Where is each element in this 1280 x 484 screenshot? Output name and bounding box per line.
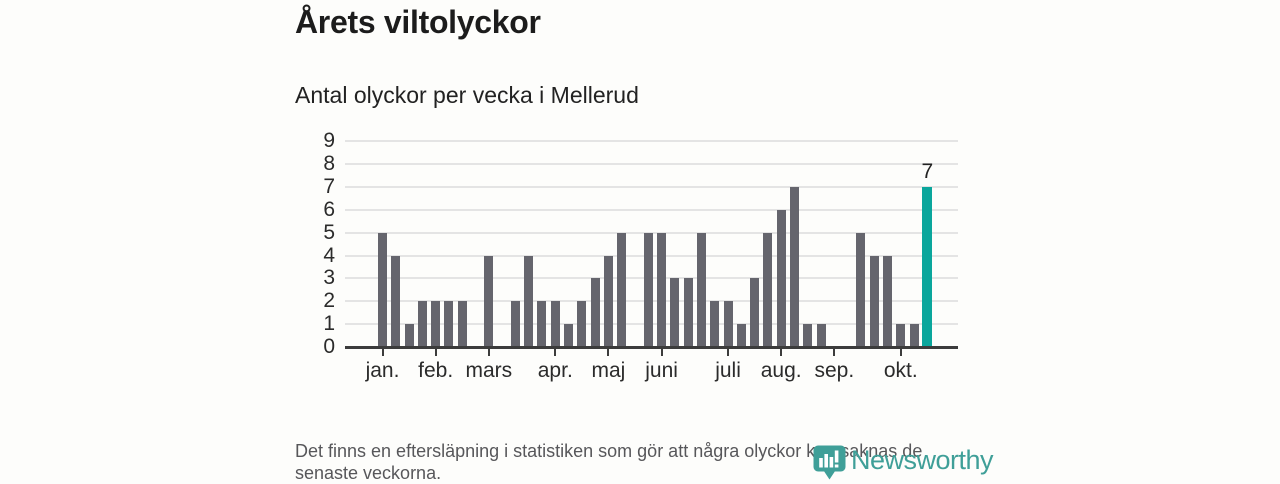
x-tick-label: sep. bbox=[814, 359, 855, 382]
bar bbox=[431, 301, 441, 347]
x-tick-mark bbox=[487, 348, 490, 356]
x-tick-mark bbox=[554, 348, 557, 356]
x-tick-label: maj bbox=[591, 359, 626, 382]
x-tick-label: feb. bbox=[418, 359, 454, 382]
y-tick-label: 4 bbox=[323, 243, 335, 267]
y-tick-label: 6 bbox=[323, 197, 335, 221]
y-tick-label: 0 bbox=[323, 335, 335, 358]
chart-subtitle: Antal olyckor per vecka i Mellerud bbox=[295, 82, 639, 108]
bar-highlighted bbox=[922, 187, 933, 347]
bar bbox=[696, 232, 706, 347]
x-tick-mark bbox=[660, 348, 663, 356]
x-tick-label: okt. bbox=[883, 359, 918, 382]
x-tick-label: aug. bbox=[760, 359, 802, 382]
bar bbox=[457, 301, 467, 347]
bar bbox=[617, 232, 627, 347]
bar bbox=[524, 255, 534, 347]
gridline bbox=[345, 186, 958, 189]
y-tick-label: 7 bbox=[323, 175, 335, 199]
bar bbox=[710, 301, 720, 347]
bar bbox=[444, 301, 454, 347]
bar bbox=[896, 324, 906, 347]
y-tick-label: 3 bbox=[323, 266, 335, 290]
x-tick-mark bbox=[381, 348, 384, 356]
bar bbox=[763, 232, 773, 347]
bar bbox=[789, 187, 799, 347]
bar bbox=[391, 255, 401, 347]
x-tick-mark bbox=[833, 348, 836, 356]
y-tick-label: 1 bbox=[323, 312, 335, 336]
y-tick-label: 2 bbox=[323, 289, 335, 313]
bar bbox=[404, 324, 414, 347]
gridline bbox=[345, 163, 958, 166]
newsworthy-logo: Newsworthy bbox=[813, 444, 994, 480]
bar bbox=[723, 301, 733, 347]
chart-title: Årets viltolyckor bbox=[295, 4, 541, 40]
bar bbox=[378, 232, 387, 347]
x-tick-mark bbox=[607, 348, 610, 356]
gridline bbox=[345, 208, 958, 211]
bar bbox=[564, 324, 574, 347]
x-tick-label: mars bbox=[465, 359, 513, 382]
x-tick-mark bbox=[727, 348, 730, 356]
x-tick-mark bbox=[434, 348, 437, 356]
bar bbox=[643, 232, 653, 347]
highlight-value-label: 7 bbox=[921, 160, 934, 184]
x-tick-mark bbox=[780, 348, 783, 356]
bar bbox=[683, 278, 693, 347]
newsworthy-pin-chart-icon bbox=[813, 445, 846, 479]
bar bbox=[776, 209, 786, 347]
bar bbox=[736, 324, 746, 347]
newsworthy-logo-text: Newsworthy bbox=[851, 445, 994, 475]
bar bbox=[869, 255, 879, 347]
gridline bbox=[345, 140, 958, 143]
y-tick-label: 5 bbox=[323, 220, 335, 244]
bar bbox=[577, 301, 587, 347]
bar bbox=[484, 255, 494, 347]
bar bbox=[856, 232, 866, 347]
x-axis-line bbox=[345, 345, 958, 349]
bar bbox=[750, 278, 760, 347]
bar bbox=[909, 324, 919, 347]
bar bbox=[803, 324, 813, 347]
bar bbox=[670, 278, 680, 347]
bar bbox=[510, 301, 520, 347]
bar bbox=[816, 324, 826, 347]
bar bbox=[550, 301, 560, 347]
x-tick-label: apr. bbox=[537, 359, 573, 382]
y-tick-label: 9 bbox=[323, 129, 335, 153]
bar bbox=[417, 301, 427, 347]
x-tick-mark bbox=[899, 348, 902, 356]
bar bbox=[883, 255, 893, 347]
bar bbox=[657, 232, 667, 347]
bar bbox=[537, 301, 547, 347]
footnote: Det finns en eftersläpning i statistiken… bbox=[295, 441, 923, 483]
bar bbox=[603, 255, 613, 347]
y-tick-label: 8 bbox=[323, 152, 335, 176]
x-tick-label: jan. bbox=[365, 359, 400, 382]
x-tick-label: juli bbox=[715, 359, 741, 382]
bar bbox=[590, 278, 600, 347]
x-tick-label: juni bbox=[645, 359, 678, 382]
